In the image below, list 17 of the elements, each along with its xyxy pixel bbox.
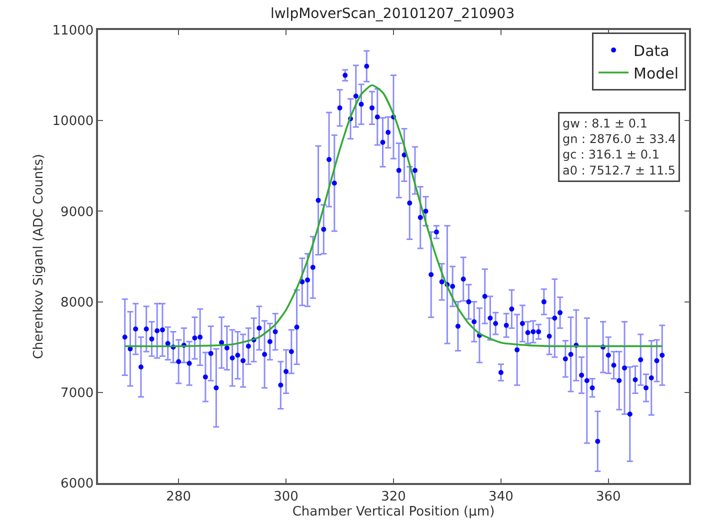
x-tick-label: 300	[274, 489, 298, 504]
x-axis-title: Chamber Vertical Position (μm)	[292, 504, 495, 520]
chart-title: lwlpMoverScan_20101207_210903	[270, 6, 515, 22]
x-tick-label: 340	[488, 489, 514, 504]
x-tick-label: 360	[596, 489, 621, 504]
y-tick-label: 6000	[60, 476, 94, 492]
y-tick-label: 7000	[60, 386, 94, 401]
y-axis-title: Cherenkov Siganl (ADC Counts)	[32, 154, 47, 360]
y-tick-label: 11000	[52, 24, 94, 39]
x-tick-label: 280	[166, 489, 192, 504]
y-tick-label: 9000	[60, 204, 94, 220]
legend-label: Data	[634, 42, 670, 60]
annotation: gw : 8.1 ± 0.1 gn : 2876.0 ± 33.4 gc : 316.1 ± 0.1 a0 : 7512.7 ± 11.5	[562, 116, 676, 178]
y-tick-label: 8000	[60, 295, 94, 310]
y-tick-label: 10000	[52, 114, 94, 130]
x-tick-label: 320	[381, 489, 406, 504]
legend-label: Model	[634, 64, 679, 82]
